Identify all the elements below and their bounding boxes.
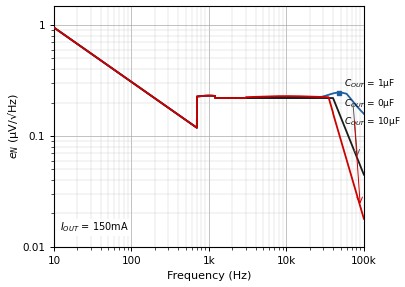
Y-axis label: $e_N$ (μV/√Hz): $e_N$ (μV/√Hz) [6, 93, 21, 159]
Text: $C_{OUT}$ = 10μF: $C_{OUT}$ = 10μF [343, 115, 400, 128]
Text: $I_{OUT}$ = 150mA: $I_{OUT}$ = 150mA [60, 220, 128, 234]
Text: $C_{OUT}$ = 1μF: $C_{OUT}$ = 1μF [343, 77, 394, 90]
Text: $C_{OUT}$ = 0μF: $C_{OUT}$ = 0μF [343, 97, 394, 110]
X-axis label: Frequency (Hz): Frequency (Hz) [166, 272, 250, 282]
